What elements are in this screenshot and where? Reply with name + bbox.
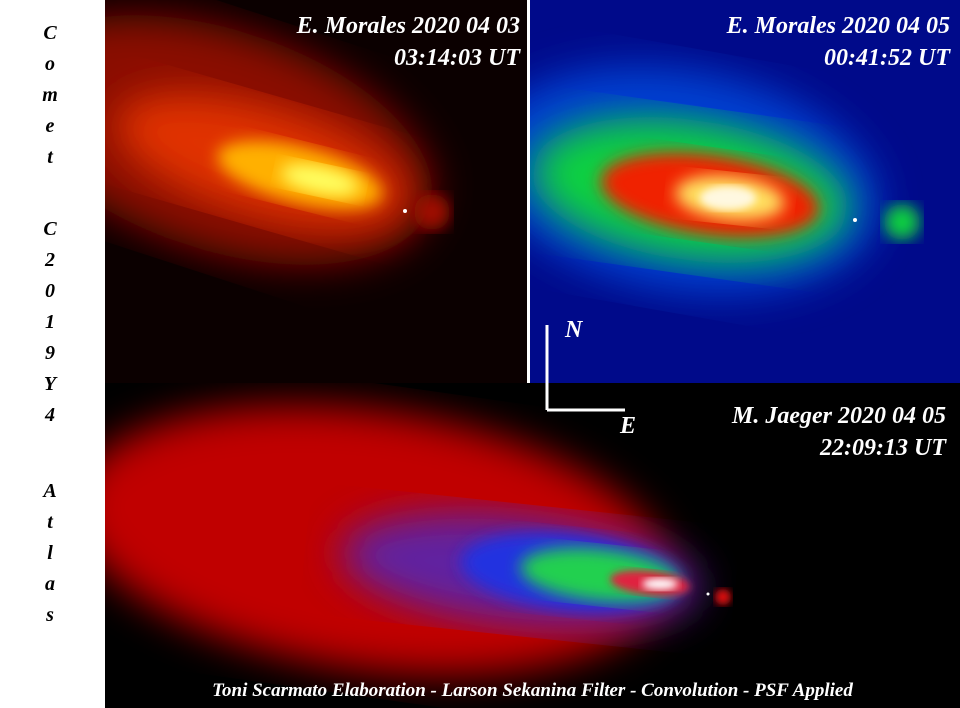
compass-arrows	[545, 325, 625, 412]
observer: E. Morales 2020 04 05	[726, 13, 950, 39]
panel-image-1	[105, 0, 527, 383]
time: 22:09:13 UT	[820, 435, 946, 461]
caption: Toni Scarmato Elaboration - Larson Sekan…	[212, 680, 853, 701]
side-title: Comet	[39, 22, 61, 177]
panel-image-3	[105, 383, 960, 708]
panel-image-2	[530, 0, 960, 383]
side-title: Atlas	[39, 480, 61, 635]
observer: E. Morales 2020 04 03	[296, 13, 520, 39]
compass-east: E	[620, 413, 637, 439]
observer: M. Jaeger 2020 04 05	[732, 403, 946, 429]
compass-north: N	[565, 317, 583, 343]
side-title: C2019Y4	[39, 218, 61, 435]
panel-label: E. Morales 2020 04 03 03:14:03 UT	[297, 10, 520, 74]
time: 03:14:03 UT	[394, 45, 520, 71]
time: 00:41:52 UT	[824, 45, 950, 71]
panel-label: E. Morales 2020 04 05 00:41:52 UT	[727, 10, 950, 74]
panel-label: M. Jaeger 2020 04 05 22:09:13 UT	[732, 400, 946, 464]
